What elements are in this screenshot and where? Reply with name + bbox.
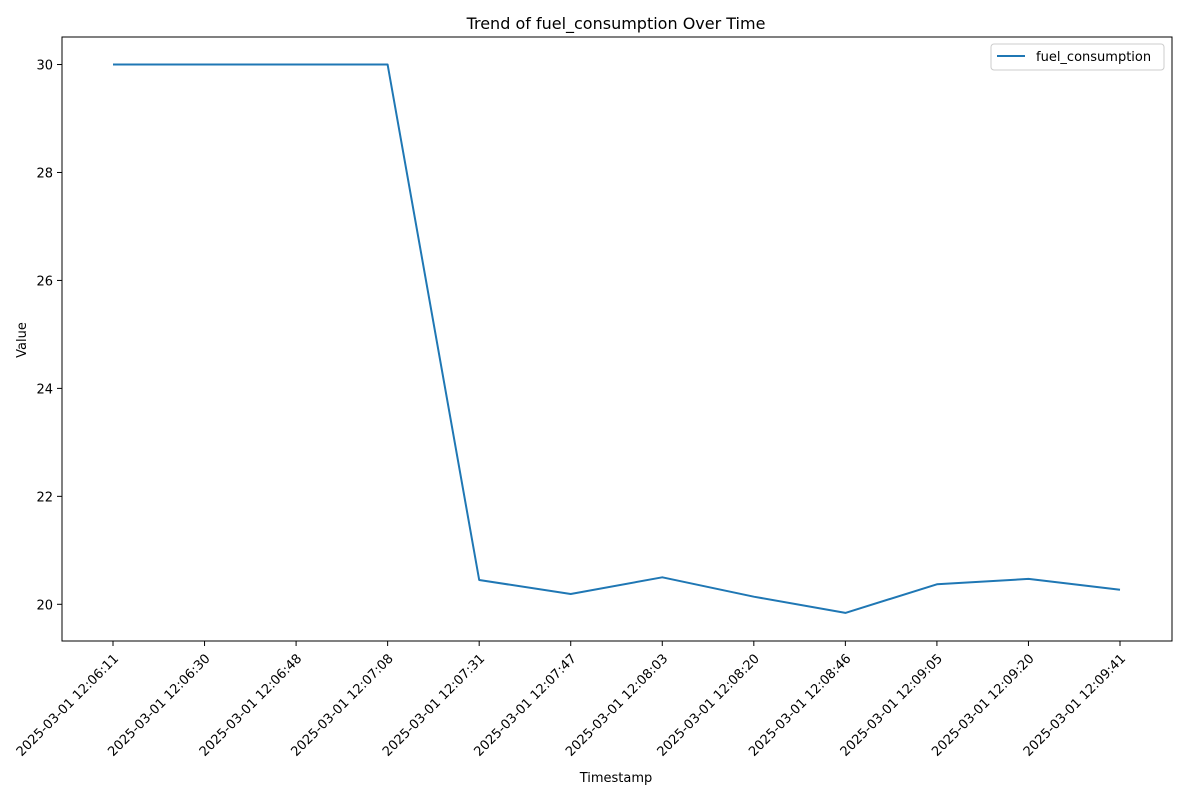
y-tick-label: 28 bbox=[36, 166, 53, 181]
y-tick-label: 30 bbox=[36, 59, 53, 74]
data-point bbox=[204, 64, 206, 66]
y-tick-label: 26 bbox=[36, 274, 53, 289]
data-point bbox=[570, 593, 572, 595]
axes-frame bbox=[61, 36, 1173, 642]
data-point bbox=[844, 612, 846, 614]
data-point bbox=[112, 64, 114, 66]
data-point bbox=[661, 576, 663, 578]
data-point bbox=[753, 596, 755, 598]
y-axis-title: Value bbox=[15, 322, 30, 358]
chart-title: Trend of fuel_consumption Over Time bbox=[466, 14, 766, 34]
data-point bbox=[1119, 589, 1121, 591]
y-tick-label: 24 bbox=[36, 382, 53, 397]
data-point bbox=[1027, 578, 1029, 580]
legend-box bbox=[990, 43, 1165, 71]
series-line-fuel_consumption bbox=[113, 63, 1121, 614]
data-point bbox=[936, 583, 938, 585]
y-tick-label: 22 bbox=[36, 490, 53, 505]
legend-label: fuel_consumption bbox=[1036, 50, 1151, 65]
data-point bbox=[295, 64, 297, 66]
data-point bbox=[478, 579, 480, 581]
data-point bbox=[387, 64, 389, 66]
legend: fuel_consumption bbox=[990, 43, 1165, 71]
y-tick-label: 20 bbox=[36, 598, 53, 613]
x-axis-title: Timestamp bbox=[579, 771, 653, 786]
